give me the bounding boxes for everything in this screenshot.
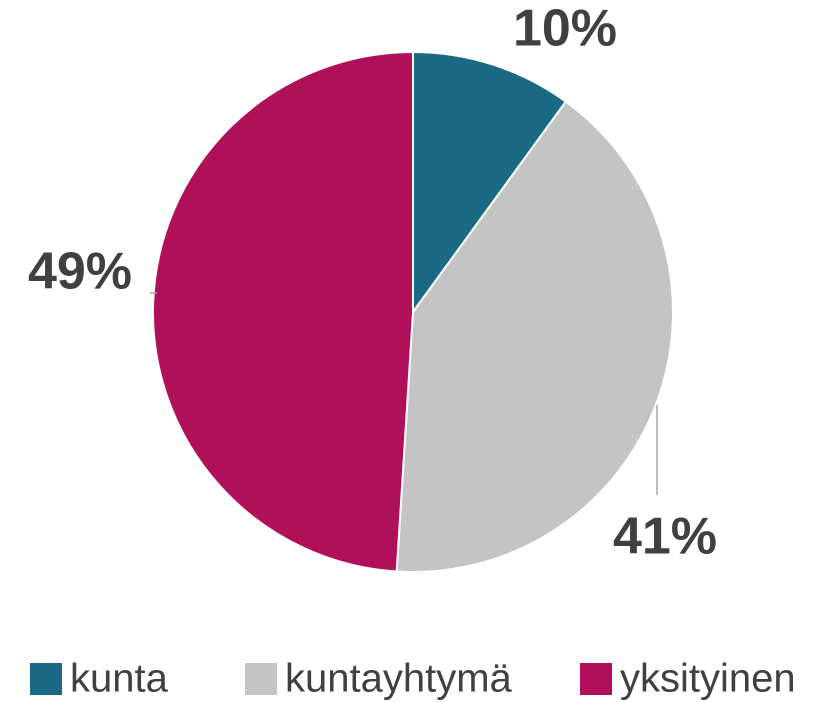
legend-label: kuntayhtymä	[285, 657, 513, 701]
data-label: 41%	[613, 508, 717, 566]
pie-slice	[395, 100, 674, 573]
legend-swatch	[30, 663, 62, 695]
legend-label: kunta	[70, 657, 169, 701]
data-label: 49%	[28, 243, 132, 301]
data-label: 10%	[513, 0, 617, 58]
pie-slice	[152, 50, 414, 573]
pie-slice	[412, 50, 568, 316]
legend-swatch	[580, 663, 612, 695]
legend-label: yksityinen	[620, 657, 796, 701]
legend-swatch	[245, 663, 277, 695]
